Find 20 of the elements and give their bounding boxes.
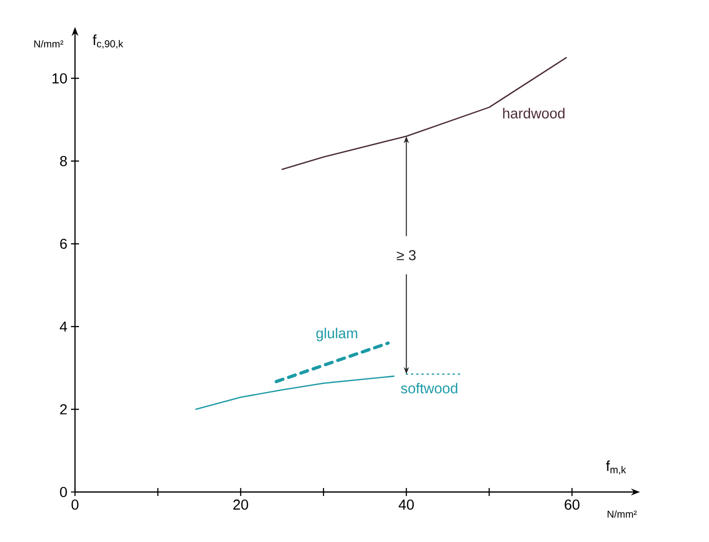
y-tick-label: 10	[52, 73, 67, 84]
y-tick-label: 0	[60, 486, 67, 498]
line-series	[195, 376, 395, 410]
y-axis-title: f$_{c,90,k}$	[92, 34, 124, 49]
x-tick-label: 0	[72, 500, 78, 510]
x-tick-label: 40	[398, 500, 414, 510]
annotation: ≥ 3	[396, 250, 416, 260]
text: N/mm²	[608, 510, 637, 518]
x-axis-title: f$_{m,k}$	[606, 460, 626, 474]
x-tick-label: 60	[564, 500, 580, 510]
y-tick-label: 4	[60, 322, 68, 332]
y-tick-label: 6	[60, 238, 67, 249]
y-tick-label: 8	[60, 156, 67, 166]
series-label: hardwood	[503, 108, 564, 118]
series-label: glulam	[316, 328, 358, 342]
text: N/mm²	[34, 40, 64, 48]
y-tick-label: 2	[60, 404, 67, 414]
line-series	[281, 57, 567, 170]
x-tick-label: 20	[233, 500, 248, 510]
series-label: softwood	[400, 382, 458, 394]
